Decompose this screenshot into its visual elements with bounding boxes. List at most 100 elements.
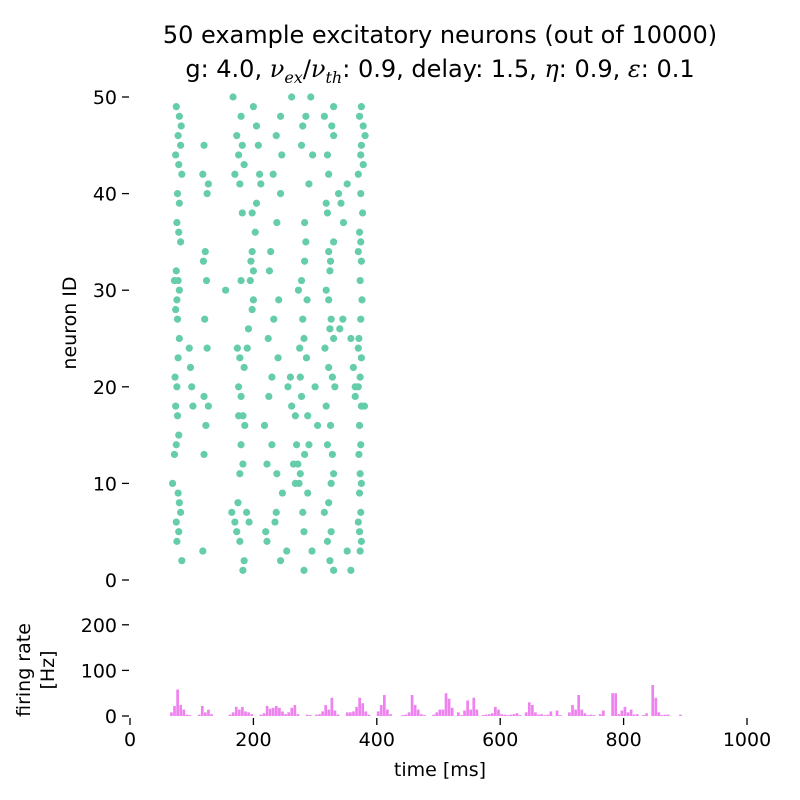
rate-bar (228, 714, 232, 716)
rate-bar (407, 712, 411, 716)
rate-bar (444, 693, 448, 716)
spike-dot (320, 508, 328, 516)
spike-dot (354, 518, 362, 526)
spike-dot (299, 122, 307, 130)
rate-y-tick-label: 0 (105, 706, 117, 728)
rate-bar (173, 705, 176, 716)
rate-bar (635, 714, 639, 716)
spike-dot (246, 276, 254, 285)
spike-dot (343, 547, 351, 555)
rate-bar (315, 714, 318, 716)
rate-x-tick-label: 800 (605, 729, 641, 751)
spike-dot (173, 315, 182, 323)
spike-dot (178, 557, 186, 565)
spike-dot (203, 190, 211, 198)
spike-dot (170, 450, 179, 459)
spike-dot (276, 112, 285, 120)
rate-bar (546, 714, 550, 716)
spike-dot (355, 450, 363, 459)
rate-bar (376, 711, 380, 716)
spike-dot (262, 528, 270, 536)
spike-dot (354, 170, 362, 178)
spike-dot (186, 363, 195, 372)
rate-bar (568, 712, 571, 716)
rate-y-tick-label: 100 (81, 660, 117, 682)
rate-bar (494, 706, 497, 716)
spike-dot (300, 566, 308, 574)
spike-dot (275, 296, 283, 304)
spike-dot (202, 421, 210, 430)
spike-dot (330, 566, 338, 574)
title-eta-value: : 0.9, (558, 55, 628, 83)
rate-bar (484, 714, 488, 716)
spike-dot (236, 470, 244, 478)
spike-dot (351, 392, 359, 401)
spike-dot (357, 508, 365, 516)
rate-y-label-line: [Hz] (37, 650, 59, 689)
spike-dot (239, 566, 247, 574)
spike-dot (359, 209, 367, 217)
rate-bar (620, 710, 624, 716)
spike-dot (301, 218, 309, 227)
spike-dot (231, 170, 239, 178)
spike-dot (236, 180, 244, 188)
spike-dot (274, 354, 282, 362)
rate-bar (345, 712, 349, 716)
spike-dot (330, 470, 338, 478)
title-ratio-value: : 0.9 (342, 55, 397, 83)
rate-x-tick-label: 0 (124, 729, 136, 751)
rate-bar (271, 707, 275, 716)
spike-dot (357, 103, 365, 111)
spike-dot (336, 325, 344, 333)
rate-bar (558, 715, 562, 716)
rate-bar (469, 709, 473, 716)
spike-dot (200, 450, 208, 459)
spike-dot (283, 547, 291, 555)
rate-x-tick-label: 600 (482, 729, 518, 751)
spike-dot (360, 402, 369, 410)
spike-dot (302, 112, 310, 120)
spike-dot (356, 276, 364, 285)
spike-dot (355, 489, 364, 497)
rate-bar (500, 714, 503, 716)
spike-dot (236, 354, 244, 362)
rate-bar (355, 706, 358, 716)
spike-dot (199, 257, 208, 265)
spike-dot (172, 267, 180, 275)
spike-dot (240, 161, 248, 169)
spike-dot (175, 199, 183, 207)
spike-dot (172, 103, 180, 111)
spike-dot (173, 296, 181, 304)
rate-bar (367, 714, 371, 716)
rate-bar (293, 705, 297, 716)
spike-dot (265, 392, 273, 401)
spike-dot (326, 257, 335, 265)
rate-bar (651, 684, 655, 716)
spike-dot (355, 112, 364, 120)
spike-dot (328, 373, 336, 381)
rate-bar (589, 714, 593, 716)
spike-dot (347, 566, 355, 574)
spike-dot (356, 470, 364, 478)
rate-bar (410, 695, 414, 716)
spike-dot (349, 363, 357, 372)
rate-bar (663, 714, 667, 716)
title-nu-th-subscript: th (325, 67, 343, 87)
spike-dot (260, 421, 269, 430)
rate-bar (197, 714, 201, 716)
raster-plot: 0 10 20 30 40 50 neuron ID (59, 87, 369, 592)
spike-dot (268, 441, 276, 449)
spike-dot (172, 441, 180, 449)
rate-bar (416, 709, 420, 716)
rate-bar (679, 714, 682, 716)
spike-dot (322, 286, 330, 294)
spike-dot (252, 122, 261, 130)
spike-dot (175, 334, 183, 343)
spike-dot (357, 354, 365, 362)
spike-dot (234, 383, 243, 391)
spike-dot (237, 276, 245, 285)
spike-dot (297, 276, 306, 285)
rate-bar (645, 713, 648, 716)
rate-x-axis-label: time [ms] (394, 759, 486, 781)
spike-dot (173, 190, 182, 198)
